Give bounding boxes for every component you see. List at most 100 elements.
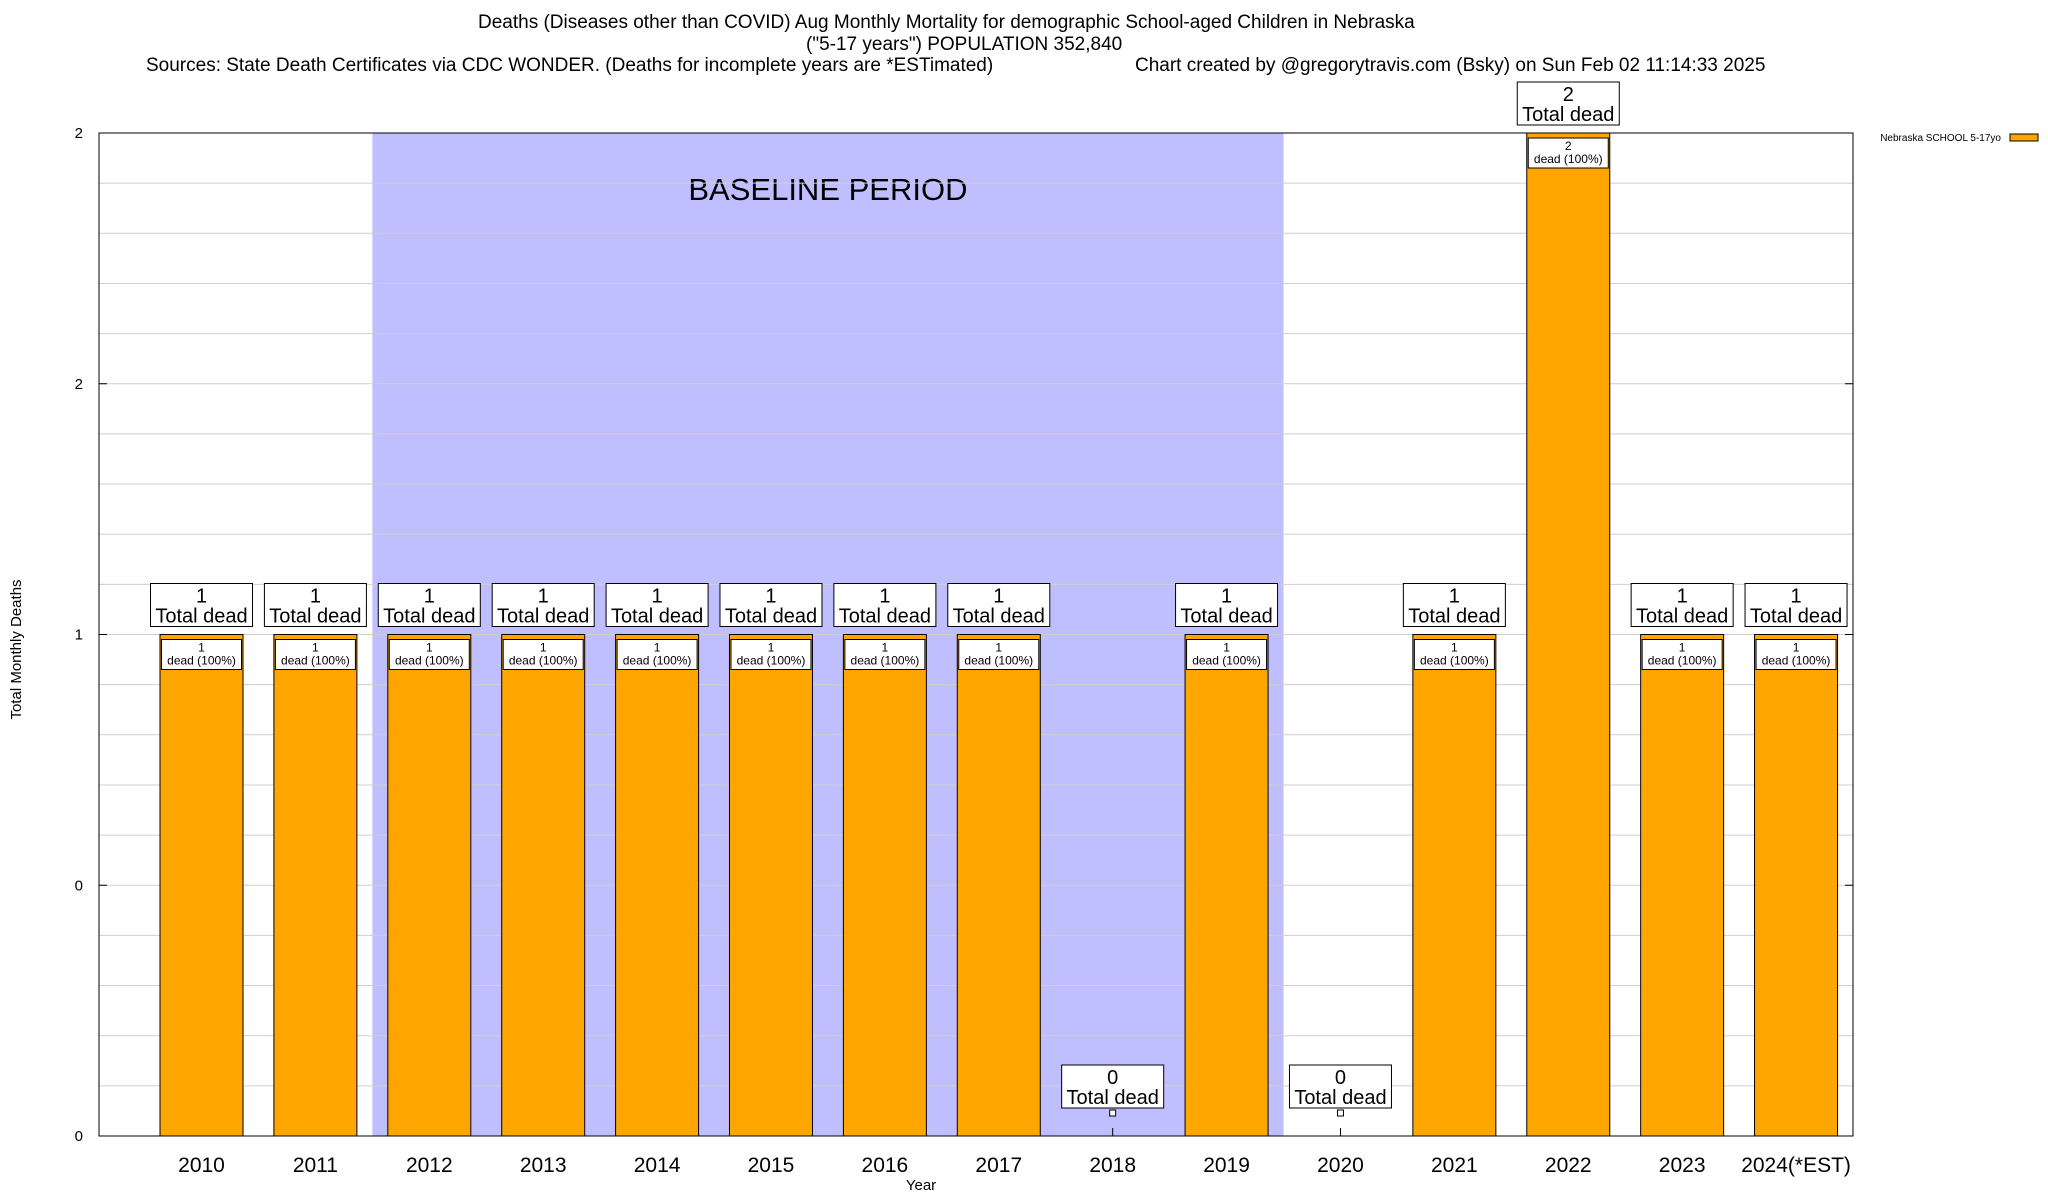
segment-label-box <box>502 639 584 670</box>
segment-label-value: 1 <box>426 641 433 655</box>
segment-label-value: 1 <box>768 641 775 655</box>
bar <box>1184 634 1269 1137</box>
x-tick-label: 2024(*EST) <box>1741 1154 1851 1177</box>
segment-label-text: dead (100%) <box>509 654 578 668</box>
zero-marker <box>1336 1109 1344 1117</box>
segment-label-box <box>274 639 356 670</box>
segment-label-value: 2 <box>1565 139 1572 153</box>
total-label-value: 1 <box>538 586 549 608</box>
x-axis-title: Year <box>906 1177 936 1194</box>
bar <box>615 634 700 1137</box>
x-tick-label: 2023 <box>1659 1154 1706 1177</box>
segment-label-text: dead (100%) <box>1420 654 1489 668</box>
total-label-text: Total dead <box>611 606 703 628</box>
total-label-value: 1 <box>1221 586 1232 608</box>
total-label-box <box>1061 1064 1165 1109</box>
total-label-box <box>263 583 367 627</box>
total-label-text: Total dead <box>953 606 1045 628</box>
segment-label-value: 1 <box>312 641 319 655</box>
total-label-text: Total dead <box>725 606 817 628</box>
total-label-value: 1 <box>1677 586 1688 608</box>
segment-label-value: 1 <box>1679 641 1686 655</box>
x-tick-label: 2013 <box>520 1154 567 1177</box>
total-label-value: 1 <box>879 586 890 608</box>
x-tick-label: 2016 <box>862 1154 909 1177</box>
total-label-text: Total dead <box>1636 606 1728 628</box>
x-tick-label: 2022 <box>1545 1154 1592 1177</box>
y-tick-label: 0 <box>75 1128 83 1145</box>
segment-label-text: dead (100%) <box>1192 654 1261 668</box>
zero-marker <box>1109 1109 1117 1117</box>
total-label-box <box>377 583 481 627</box>
segment-label-value: 1 <box>654 641 661 655</box>
total-label-box <box>1402 583 1506 627</box>
x-tick-label: 2017 <box>975 1154 1022 1177</box>
segment-label-value: 1 <box>1793 641 1800 655</box>
total-label-value: 2 <box>1563 84 1574 106</box>
segment-label-text: dead (100%) <box>281 654 350 668</box>
total-label-value: 1 <box>765 586 776 608</box>
total-label-box <box>605 583 709 627</box>
total-label-text: Total dead <box>1294 1087 1386 1109</box>
total-label-text: Total dead <box>1522 104 1614 126</box>
y-tick-label: 0 <box>75 877 83 894</box>
x-tick-label: 2019 <box>1203 1154 1250 1177</box>
y-tick-label: 2 <box>75 376 83 393</box>
total-label-value: 1 <box>424 586 435 608</box>
y-tick-label: 2 <box>75 125 83 142</box>
chart-credit: Chart created by @gregorytravis.com (Bsk… <box>1135 55 1766 76</box>
total-label-box <box>1516 81 1620 126</box>
segment-label-box <box>1186 639 1268 670</box>
segment-label-value: 1 <box>1223 641 1230 655</box>
segment-label-box <box>388 639 470 670</box>
bar <box>159 634 244 1137</box>
segment-label-text: dead (100%) <box>737 654 806 668</box>
bar <box>1526 132 1611 1137</box>
total-label-value: 1 <box>993 586 1004 608</box>
x-tick-label: 2021 <box>1431 1154 1478 1177</box>
total-label-value: 0 <box>1335 1067 1346 1089</box>
total-label-value: 1 <box>652 586 663 608</box>
total-label-text: Total dead <box>839 606 931 628</box>
segment-label-box <box>844 639 926 670</box>
segment-label-text: dead (100%) <box>964 654 1033 668</box>
chart-title: Deaths (Diseases other than COVID) Aug M… <box>478 12 1415 33</box>
bar <box>842 634 927 1137</box>
x-tick-label: 2011 <box>293 1154 338 1177</box>
x-tick-label: 2020 <box>1317 1154 1364 1177</box>
bar <box>956 634 1041 1137</box>
total-label-box <box>150 583 254 627</box>
total-label-box <box>1744 583 1848 627</box>
total-label-box <box>1630 583 1734 627</box>
segment-label-text: dead (100%) <box>1762 654 1831 668</box>
total-label-text: Total dead <box>1180 606 1272 628</box>
bar <box>1754 634 1839 1137</box>
x-tick-label: 2012 <box>406 1154 453 1177</box>
baseline-label: BASELINE PERIOD <box>688 172 967 207</box>
segment-label-text: dead (100%) <box>1534 152 1603 166</box>
total-label-value: 1 <box>310 586 321 608</box>
bar <box>728 634 813 1137</box>
segment-label-box <box>730 639 812 670</box>
total-label-text: Total dead <box>155 606 247 628</box>
segment-label-value: 1 <box>198 641 205 655</box>
segment-label-box <box>1641 639 1723 670</box>
segment-label-text: dead (100%) <box>395 654 464 668</box>
segment-label-text: dead (100%) <box>851 654 920 668</box>
total-label-box <box>719 583 823 627</box>
total-label-value: 1 <box>1449 586 1460 608</box>
total-label-value: 1 <box>1790 586 1801 608</box>
x-tick-label: 2018 <box>1089 1154 1136 1177</box>
bar <box>501 634 586 1137</box>
x-tick-label: 2010 <box>178 1154 225 1177</box>
segment-label-box <box>1413 639 1495 670</box>
segment-label-text: dead (100%) <box>1648 654 1717 668</box>
x-tick-label: 2014 <box>634 1154 681 1177</box>
segment-label-box <box>958 639 1040 670</box>
x-tick-label: 2015 <box>748 1154 795 1177</box>
y-tick-label: 1 <box>75 627 83 644</box>
bar <box>1640 634 1725 1137</box>
total-label-value: 1 <box>196 586 207 608</box>
segment-label-box <box>1527 137 1609 169</box>
